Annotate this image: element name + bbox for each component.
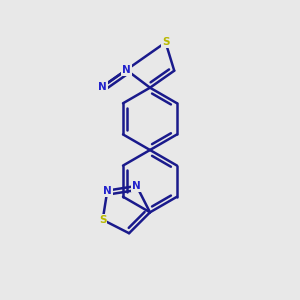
Text: N: N [103,186,112,196]
Text: S: S [99,215,106,225]
Text: N: N [98,82,106,92]
Text: S: S [162,38,169,47]
Text: N: N [122,65,131,75]
Text: N: N [132,181,141,191]
